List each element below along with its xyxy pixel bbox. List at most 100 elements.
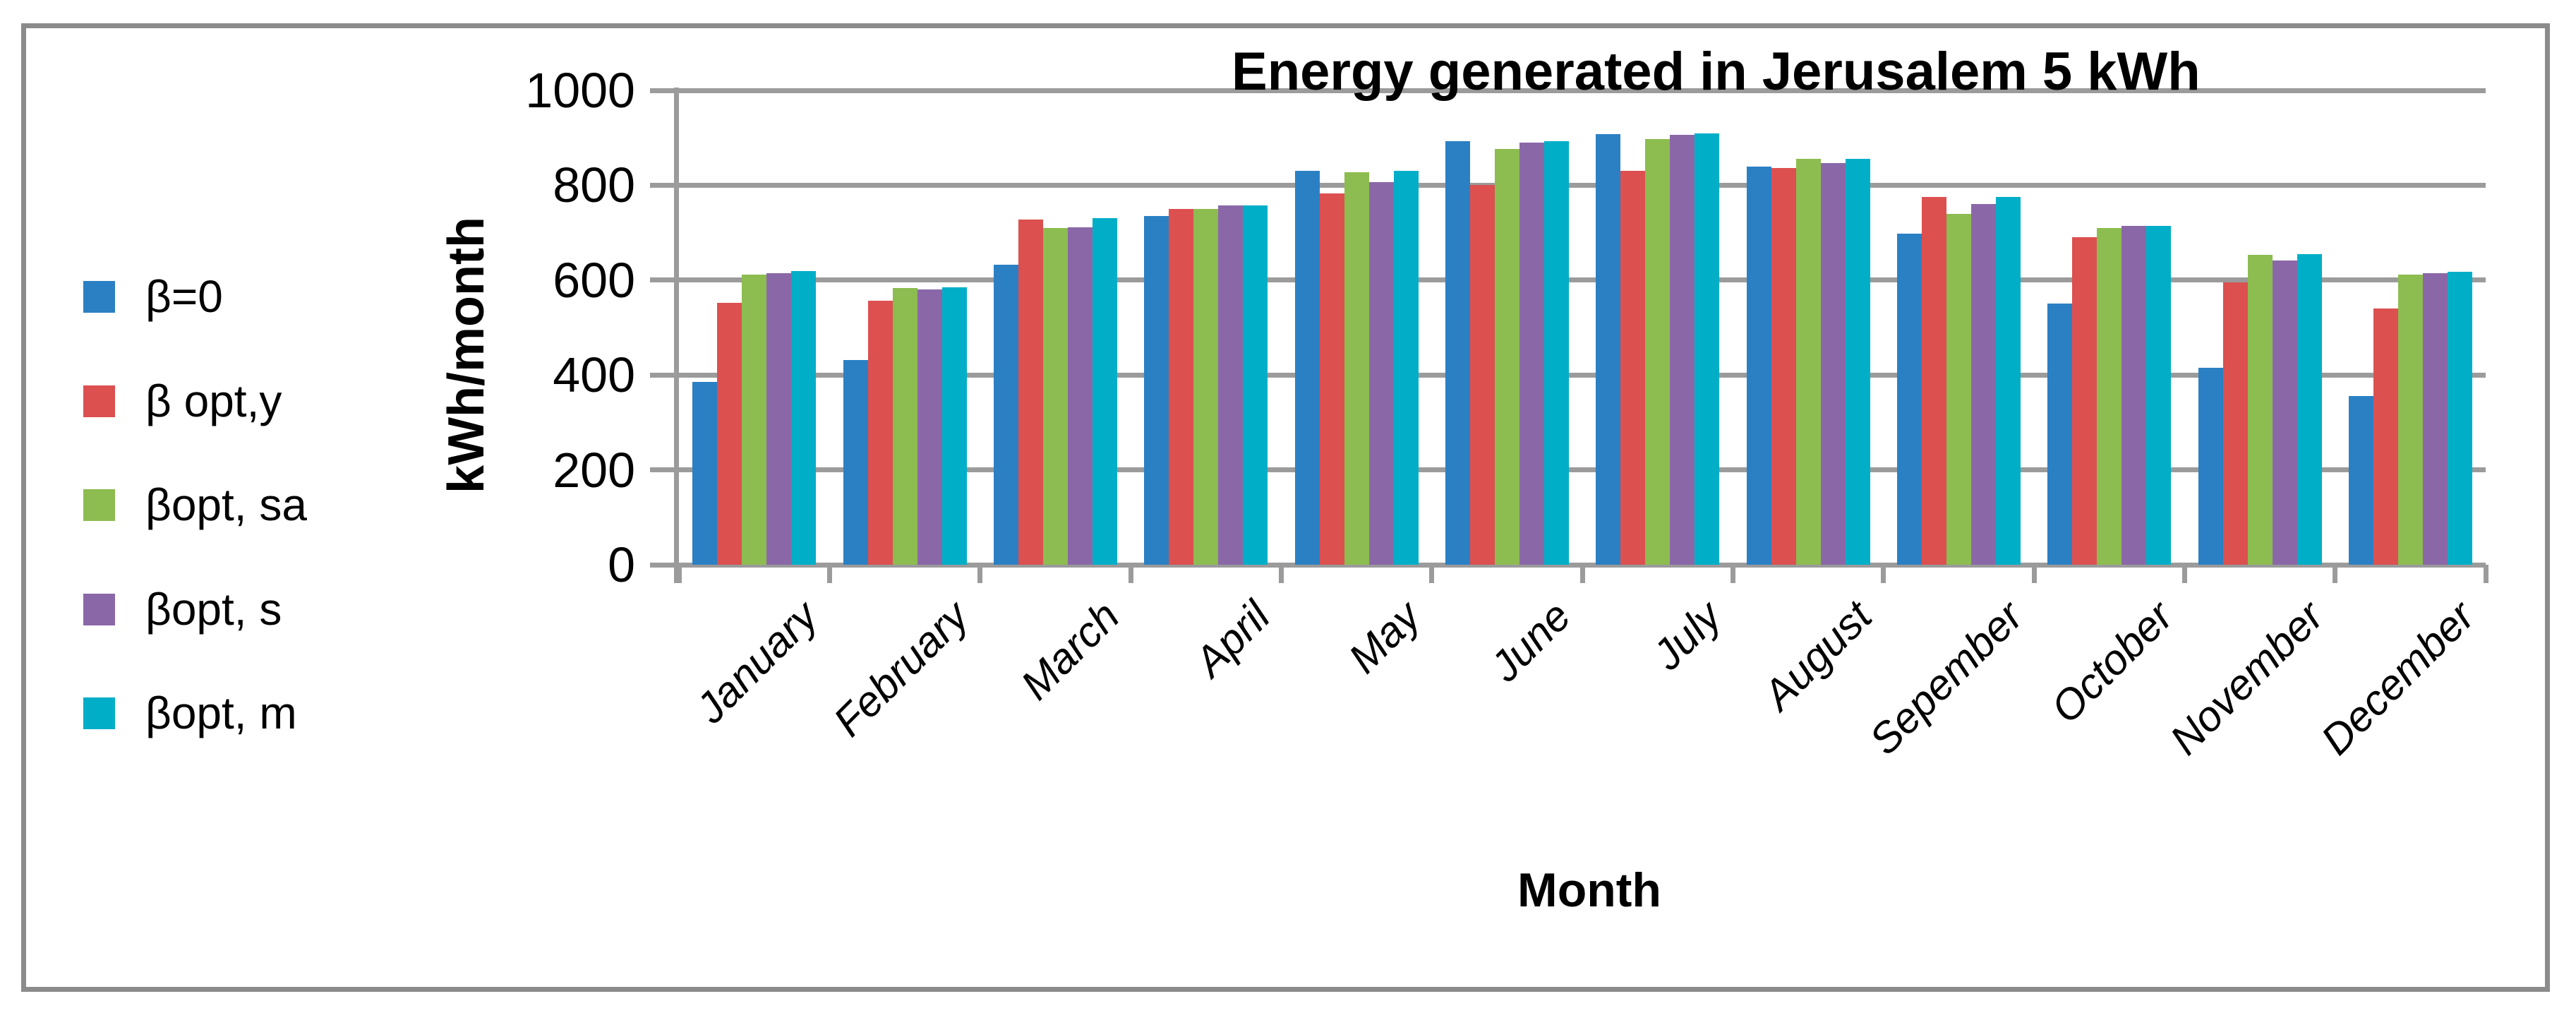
bar-november-4 [2272, 260, 2297, 565]
bar-april-3 [1193, 209, 1219, 565]
bar-october-1 [2047, 304, 2073, 565]
bar-january-4 [766, 272, 792, 565]
bar-december-3 [2397, 274, 2423, 565]
gridline [679, 467, 2486, 473]
y-axis-tick [650, 467, 679, 473]
bar-may-2 [1319, 193, 1344, 565]
bar-february-3 [892, 287, 917, 565]
bar-july-3 [1645, 138, 1671, 565]
bar-january-5 [791, 271, 817, 565]
bar-october-5 [2146, 226, 2172, 565]
bar-sepember-1 [1896, 233, 1922, 565]
chart-title: Energy generated in Jerusalem 5 kWh [1232, 42, 2201, 102]
bar-february-5 [941, 287, 967, 565]
bar-august-4 [1820, 163, 1846, 565]
bar-sepember-4 [1970, 204, 1996, 565]
bar-october-2 [2072, 237, 2097, 565]
bar-january-2 [717, 303, 742, 565]
figure-border [21, 23, 2550, 992]
y-tick-label: 600 [553, 252, 635, 308]
y-axis-title: kWh/month [438, 217, 495, 493]
legend-label: βopt, sa [145, 479, 307, 530]
legend-label: β opt,y [145, 375, 282, 426]
bar-june-5 [1543, 140, 1569, 565]
bar-sepember-5 [1995, 196, 2021, 565]
bar-march-5 [1092, 218, 1117, 565]
legend-swatch-icon [83, 281, 115, 313]
x-axis-tick [1579, 565, 1585, 583]
y-tick-label: 400 [553, 347, 635, 403]
bar-may-5 [1393, 171, 1419, 565]
bar-june-4 [1519, 142, 1544, 565]
y-tick-label: 0 [608, 537, 635, 592]
bar-august-5 [1845, 158, 1870, 565]
legend-swatch-icon [83, 385, 115, 417]
bar-august-1 [1746, 166, 1771, 565]
bar-december-2 [2373, 308, 2398, 565]
bar-june-2 [1469, 185, 1495, 565]
bar-sepember-3 [1946, 214, 1971, 565]
bar-december-4 [2422, 272, 2448, 565]
y-axis-tick [650, 277, 679, 283]
y-tick-label: 800 [553, 157, 635, 213]
x-axis-tick [1128, 565, 1133, 583]
x-axis-tick [2031, 565, 2037, 583]
x-axis-tick [2181, 565, 2187, 583]
bar-january-3 [742, 274, 767, 565]
bar-april-1 [1144, 216, 1169, 565]
x-axis-title: Month [1517, 863, 1661, 917]
bar-february-1 [843, 359, 868, 565]
bar-december-1 [2348, 396, 2373, 565]
bar-may-1 [1294, 171, 1320, 565]
bar-august-2 [1771, 167, 1796, 565]
legend-swatch-icon [83, 593, 115, 625]
x-axis-tick [2483, 565, 2488, 583]
x-axis-tick [1278, 565, 1284, 583]
legend-label: β=0 [145, 271, 223, 322]
bar-may-3 [1344, 172, 1369, 565]
bar-july-2 [1620, 171, 1646, 565]
gridline [679, 372, 2486, 378]
y-axis-tick [650, 182, 679, 188]
bar-october-4 [2121, 226, 2147, 565]
x-axis-tick [1730, 565, 1735, 583]
legend-swatch-icon [83, 489, 115, 521]
bar-august-3 [1795, 159, 1821, 565]
bar-october-3 [2097, 227, 2122, 565]
x-axis-tick [826, 565, 832, 583]
legend-label: βopt, m [145, 688, 297, 738]
bar-april-2 [1169, 209, 1194, 565]
bar-march-3 [1042, 227, 1068, 565]
bar-november-2 [2222, 282, 2248, 565]
bar-february-2 [867, 301, 893, 565]
y-axis-line [674, 88, 679, 583]
bar-march-4 [1067, 227, 1093, 565]
y-axis-tick [650, 372, 679, 378]
bar-november-5 [2297, 253, 2322, 565]
x-axis-tick [1881, 565, 1886, 583]
x-axis-tick [676, 565, 682, 583]
legend-swatch-icon [83, 697, 115, 729]
gridline [679, 277, 2486, 283]
bar-june-3 [1494, 148, 1519, 565]
x-axis-tick [1429, 565, 1435, 583]
bar-april-4 [1218, 205, 1244, 565]
bar-july-1 [1596, 133, 1621, 565]
x-axis-tick [2333, 565, 2338, 583]
y-axis-tick [650, 562, 679, 568]
legend-label: βopt, s [145, 583, 282, 635]
bar-january-1 [692, 382, 718, 565]
bar-november-1 [2198, 368, 2223, 565]
y-axis-tick [650, 88, 679, 93]
bar-april-5 [1243, 205, 1268, 565]
gridline [679, 88, 2486, 93]
y-tick-label: 1000 [525, 63, 635, 118]
bar-february-4 [917, 289, 942, 565]
gridline [679, 182, 2486, 188]
bar-july-4 [1670, 135, 1695, 565]
bar-may-4 [1368, 182, 1394, 565]
bar-november-3 [2247, 255, 2273, 565]
bar-july-5 [1695, 133, 1720, 565]
bar-december-5 [2447, 271, 2472, 565]
